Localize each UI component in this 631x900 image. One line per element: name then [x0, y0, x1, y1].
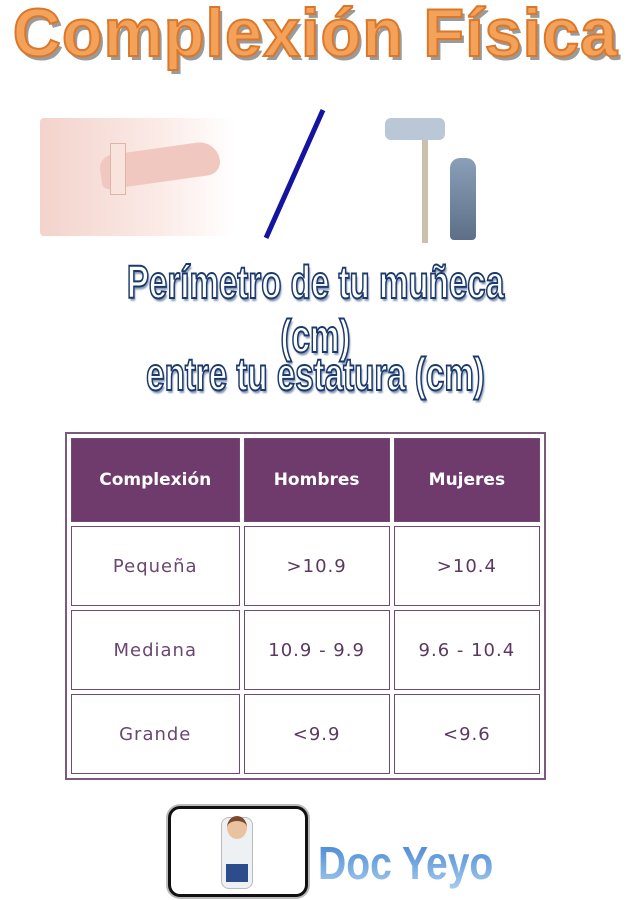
header-women: Mujeres — [393, 438, 540, 522]
row-label: Mediana — [71, 610, 240, 690]
complexion-table: Complexión Hombres Mujeres Pequeña >10.9… — [65, 432, 546, 780]
women-value: 9.6 - 10.4 — [393, 610, 540, 690]
men-value: <9.9 — [243, 694, 390, 774]
page-title: Complexión Física — [12, 0, 619, 72]
table-row: Pequeña >10.9 >10.4 — [71, 526, 540, 606]
men-value: 10.9 - 9.9 — [243, 610, 390, 690]
table-row: Mediana 10.9 - 9.9 9.6 - 10.4 — [71, 610, 540, 690]
doctor-icon — [221, 816, 253, 889]
brand-name: Doc Yeyo — [318, 837, 494, 889]
height-measure-image — [380, 118, 500, 244]
header-complexion: Complexión — [71, 438, 240, 522]
women-value: <9.6 — [393, 694, 540, 774]
table-row: Grande <9.9 <9.6 — [71, 694, 540, 774]
women-value: >10.4 — [393, 526, 540, 606]
subtitle-line-1: Perímetro de tu muñeca (cm) — [126, 255, 505, 363]
row-label: Grande — [71, 694, 240, 774]
header-men: Hombres — [243, 438, 390, 522]
divider-slash — [263, 109, 326, 239]
subtitle-line-2: entre tu estatura (cm) — [145, 347, 485, 401]
men-value: >10.9 — [243, 526, 390, 606]
row-label: Pequeña — [71, 526, 240, 606]
doctor-logo — [168, 806, 308, 897]
wrist-measure-image — [40, 118, 235, 236]
table-header-row: Complexión Hombres Mujeres — [71, 438, 540, 522]
